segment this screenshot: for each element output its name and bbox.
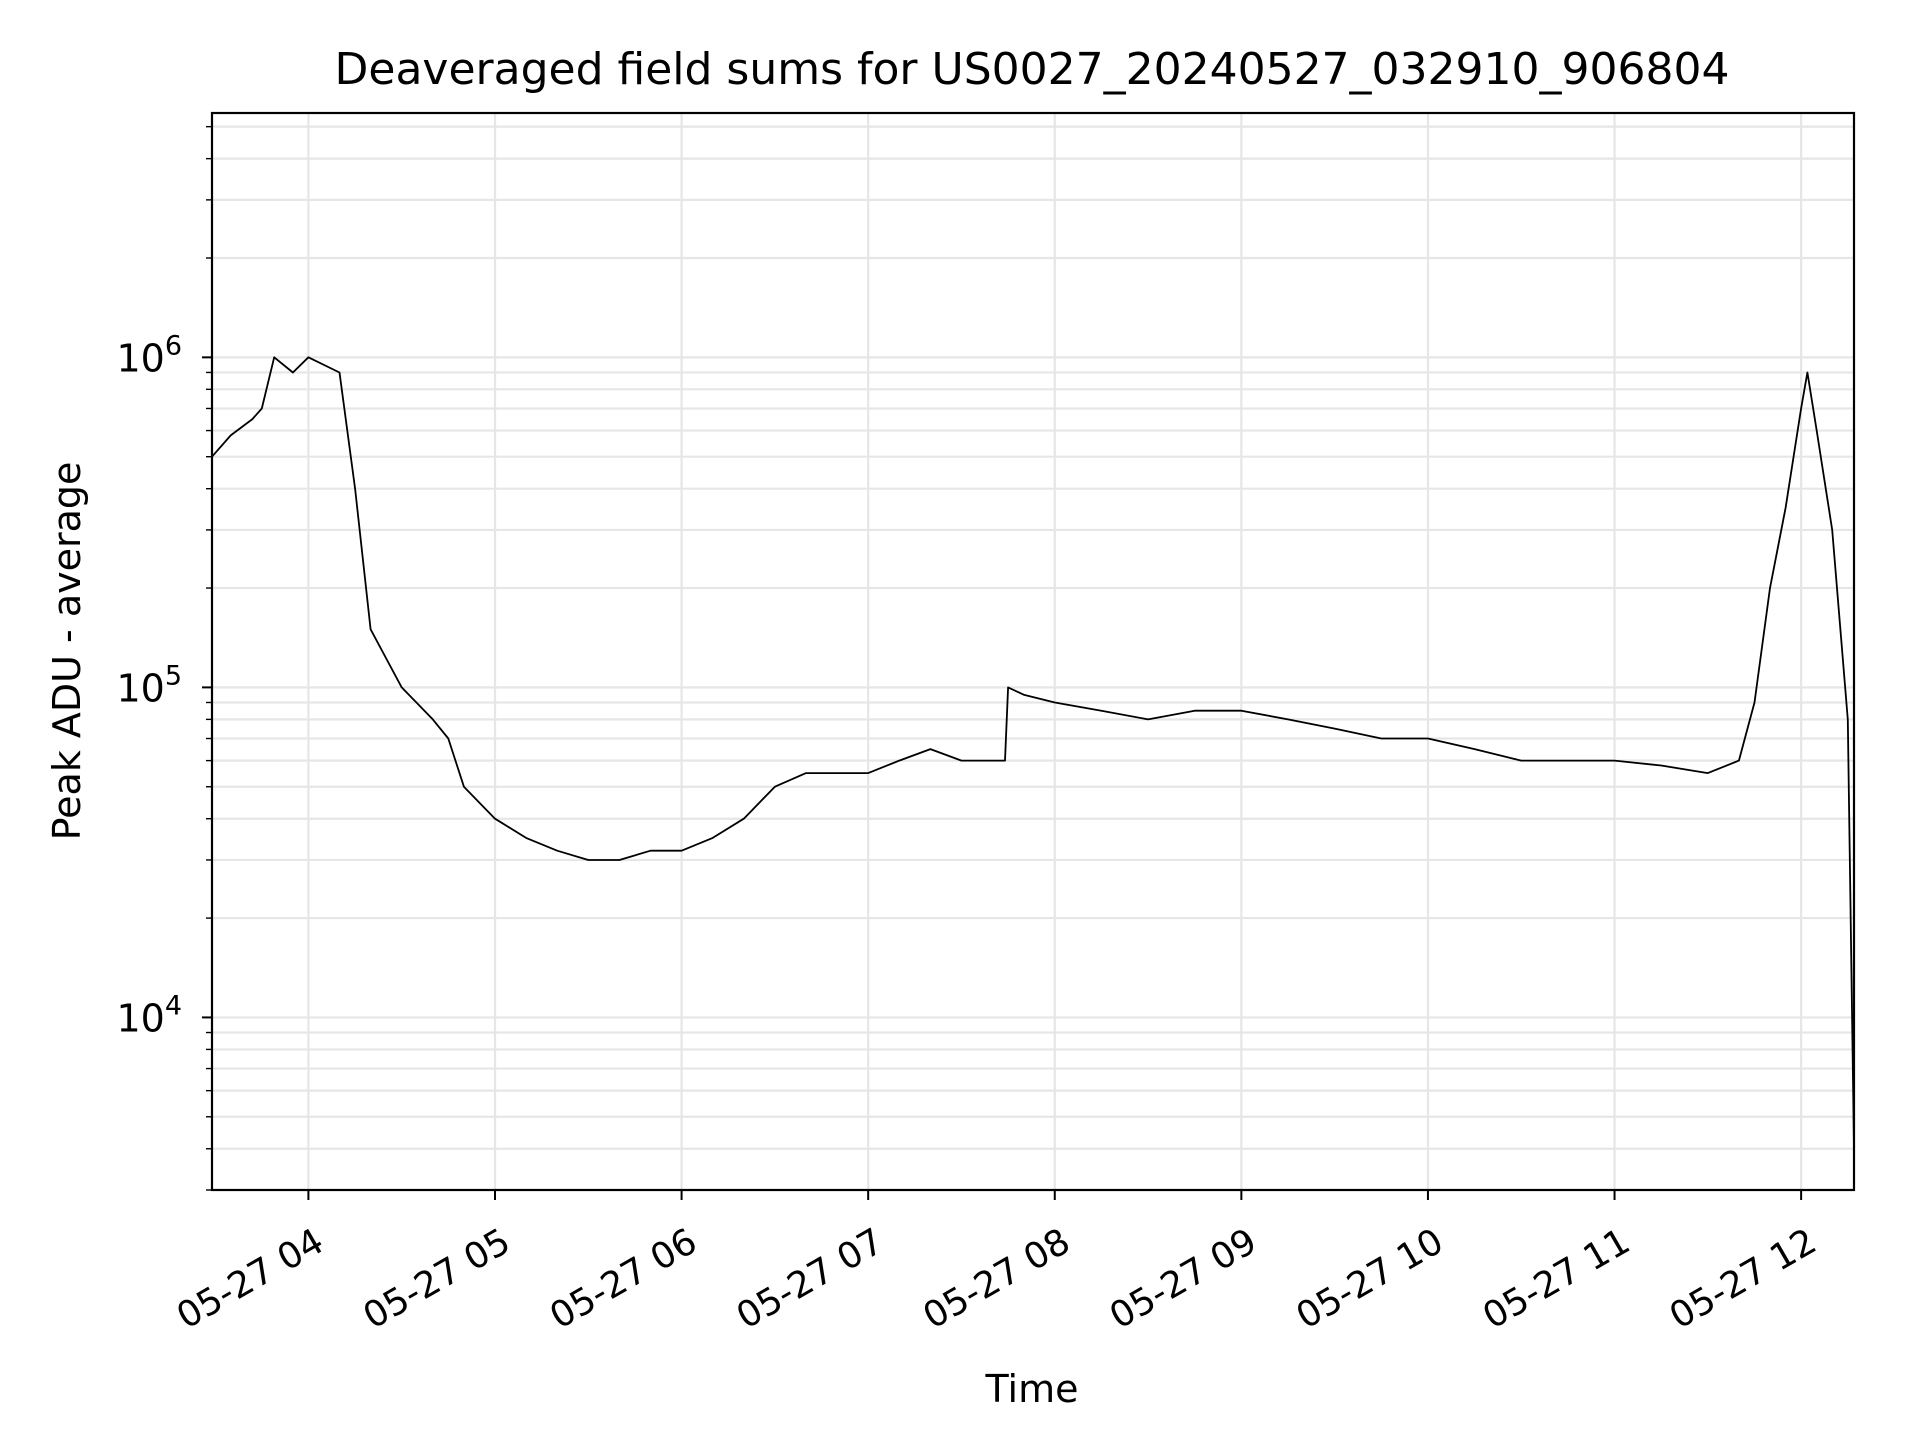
data-line-layer — [211, 356, 1855, 1149]
y-tick-label: 106 — [116, 330, 182, 380]
y-axis-label: Peak ADU - average — [45, 462, 89, 841]
x-axis-label: Time — [985, 1367, 1079, 1411]
data-series-line — [211, 356, 1855, 1149]
y-axis: 104 105 106 — [116, 125, 212, 1191]
grid-layer — [212, 113, 1854, 1192]
chart-title: Deaveraged field sums for US0027_2024052… — [335, 44, 1730, 95]
y-tick-label: 105 — [116, 660, 182, 710]
plot-area-frame — [210, 111, 1856, 1192]
y-tick-label: 104 — [116, 990, 182, 1040]
